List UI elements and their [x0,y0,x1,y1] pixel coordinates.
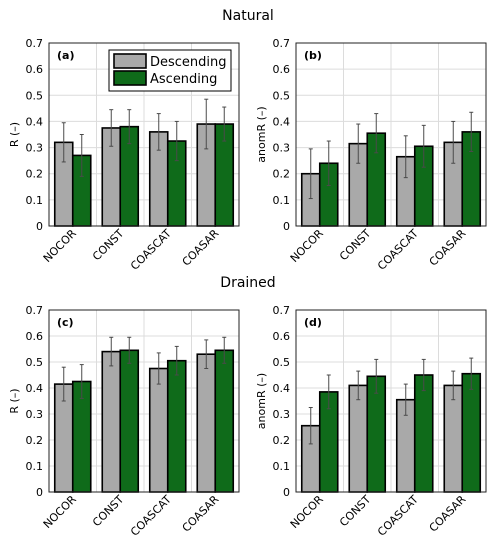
y-axis-label: R (–) [8,388,21,413]
y-axis-label: R (–) [8,122,21,147]
y-axis-label: anomR (–) [255,106,268,162]
y-axis-label: anomR (–) [255,373,268,429]
chart-panel-1: 0 0.1 0.2 0.3 0.4 0.5 0.6 0.7 NOCOR CONST COASCAT C… [8,37,240,273]
bar-descending-const [348,384,369,493]
bar-ascending-coasar [461,372,482,493]
y-tick-label: 0.6 [26,330,44,343]
legend-label-descending: Descending [150,55,227,70]
bar-ascending-coascat [166,359,187,493]
axes-frame [295,309,487,493]
chart-panel-2: 0 0.1 0.2 0.3 0.4 0.5 0.6 0.7 NOCOR CONST COASCAT C… [255,37,487,273]
x-tick-label: COASAR [180,493,222,535]
y-tick-label: 0.1 [273,194,291,207]
y-tick-label: 0.6 [273,63,291,76]
x-tick-label: CONST [90,493,126,529]
section-title-natural: Natural [222,8,274,24]
panel-label: (d) [304,316,322,329]
panel-label: (c) [57,316,74,329]
chart-panel-4: 0 0.1 0.2 0.3 0.4 0.5 0.6 0.7 NOCOR CONST COASCAT C… [255,304,487,539]
x-tick-label: NOCOR [288,493,326,531]
bar-descending-const [101,350,122,493]
y-tick-label: 0.1 [26,460,44,473]
panel-label: (b) [304,49,322,62]
panel-label: (a) [57,49,74,62]
x-tick-label: CONST [337,227,373,263]
bar-descending-coasar [443,384,464,493]
x-tick-label: NOCOR [41,227,79,265]
x-tick-label: CONST [337,493,373,529]
y-tick-label: 0.2 [26,434,44,447]
x-tick-label: NOCOR [41,493,79,531]
y-tick-label: 0.5 [26,356,44,369]
legend: Descending Ascending [108,49,232,92]
y-tick-label: 0.1 [26,194,44,207]
x-tick-label: COASAR [427,493,469,535]
axes-frame [48,42,240,227]
axes-frame [48,309,240,493]
section-title-drained: Drained [220,275,275,291]
y-tick-label: 0.7 [273,304,291,317]
bar-descending-coasar [196,353,217,493]
x-tick-label: CONST [90,227,126,263]
legend-swatch-descending [113,53,147,69]
y-tick-label: 0.6 [26,63,44,76]
y-tick-label: 0 [283,220,290,233]
y-tick-label: 0.1 [273,460,291,473]
y-tick-label: 0.7 [26,37,44,50]
y-tick-label: 0.2 [273,434,291,447]
y-tick-label: 0.6 [273,330,291,343]
y-tick-label: 0.2 [273,168,291,181]
y-tick-label: 0.3 [26,408,44,421]
legend-swatch-ascending [113,70,147,86]
chart-panel-3: 0 0.1 0.2 0.3 0.4 0.5 0.6 0.7 NOCOR CONST COASCAT C… [8,304,240,539]
y-tick-label: 0.2 [26,168,44,181]
x-tick-label: COASCAT [375,493,421,539]
x-tick-label: COASAR [180,227,222,269]
y-tick-label: 0.7 [273,37,291,50]
x-tick-label: COASCAT [375,227,421,273]
x-tick-label: COASCAT [128,493,174,539]
y-tick-label: 0.3 [273,408,291,421]
x-tick-label: COASCAT [128,227,174,273]
y-tick-label: 0.4 [273,382,291,395]
y-tick-label: 0.4 [273,115,291,128]
y-tick-label: 0 [283,486,290,499]
y-tick-label: 0.4 [26,115,44,128]
y-tick-label: 0.3 [273,142,291,155]
y-tick-label: 0.5 [273,356,291,369]
y-tick-label: 0 [36,220,43,233]
y-tick-label: 0 [36,486,43,499]
bar-descending-coascat [148,367,169,493]
y-tick-label: 0.7 [26,304,44,317]
bar-ascending-coasar [214,349,235,493]
y-tick-label: 0.5 [273,89,291,102]
axes-frame [295,42,487,227]
y-tick-label: 0.4 [26,382,44,395]
y-tick-label: 0.3 [26,142,44,155]
y-tick-label: 0.5 [26,89,44,102]
x-tick-label: COASAR [427,227,469,269]
legend-label-ascending: Ascending [150,72,217,87]
bar-ascending-coascat [413,374,434,493]
x-tick-label: NOCOR [288,227,326,265]
bar-ascending-const [119,349,140,493]
